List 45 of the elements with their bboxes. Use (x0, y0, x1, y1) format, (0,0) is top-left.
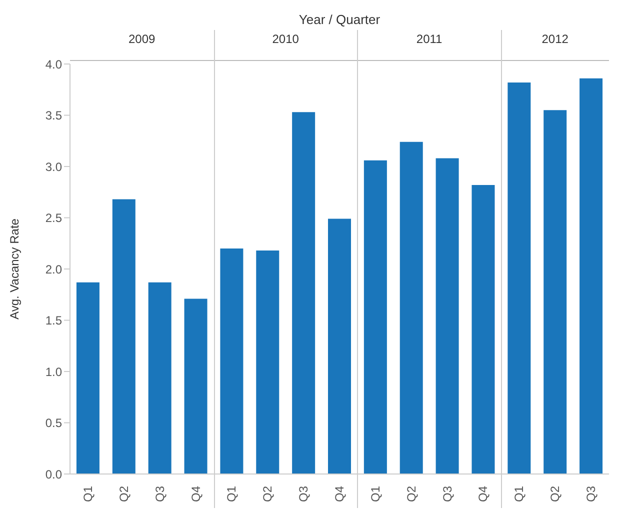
bar (400, 142, 423, 474)
x-tick-label: Q1 (80, 486, 95, 502)
y-tick-label: 2.0 (45, 262, 62, 276)
text: 2009 (128, 32, 156, 46)
x-tick-label: Q3 (440, 486, 454, 502)
bar (256, 250, 280, 474)
y-tick-label: 0.5 (45, 416, 62, 430)
x-tick-label: Q3 (584, 486, 598, 502)
x-tick-label: Q1 (368, 486, 382, 502)
bar (580, 78, 603, 474)
y-tick-label: 4.0 (45, 57, 62, 72)
y-axis-title: Avg. Vacancy Rate (7, 218, 22, 320)
bar (472, 184, 495, 474)
bar (184, 298, 208, 474)
y-tick-label: 3.5 (45, 108, 62, 123)
bar (544, 110, 567, 474)
y-tick-label: 1.5 (45, 314, 62, 328)
bar (328, 218, 351, 474)
x-tick-label: Q3 (152, 486, 167, 502)
bar (508, 82, 531, 474)
x-tick-label: Q2 (116, 486, 131, 502)
x-tick-label: Q4 (332, 486, 346, 502)
bar (292, 112, 316, 474)
text: 2011 (415, 32, 444, 46)
x-tick-label: Q4 (476, 486, 490, 502)
x-tick-label: Q4 (188, 486, 203, 502)
bar (220, 248, 244, 474)
y-tick-label: 0.0 (45, 467, 62, 482)
x-tick-label: Q2 (260, 486, 275, 502)
bar (364, 160, 387, 474)
x-tick-label: Q1 (512, 486, 526, 502)
bar (436, 158, 459, 474)
x-tick-label: Q1 (224, 486, 239, 502)
x-tick-label: Q3 (296, 486, 311, 502)
y-tick-label: 2.5 (45, 211, 62, 226)
x-tick-label: Q2 (404, 486, 418, 502)
text: 2012 (540, 32, 570, 46)
bar (76, 282, 100, 474)
y-tick-label: 1.0 (45, 364, 62, 379)
bar (148, 282, 172, 474)
text: 2010 (271, 32, 300, 46)
x-tick-label: Q2 (548, 486, 562, 502)
x-axis-title: Year / Quarter (298, 12, 382, 27)
y-tick-label: 3.0 (45, 160, 62, 174)
bar (112, 199, 136, 474)
